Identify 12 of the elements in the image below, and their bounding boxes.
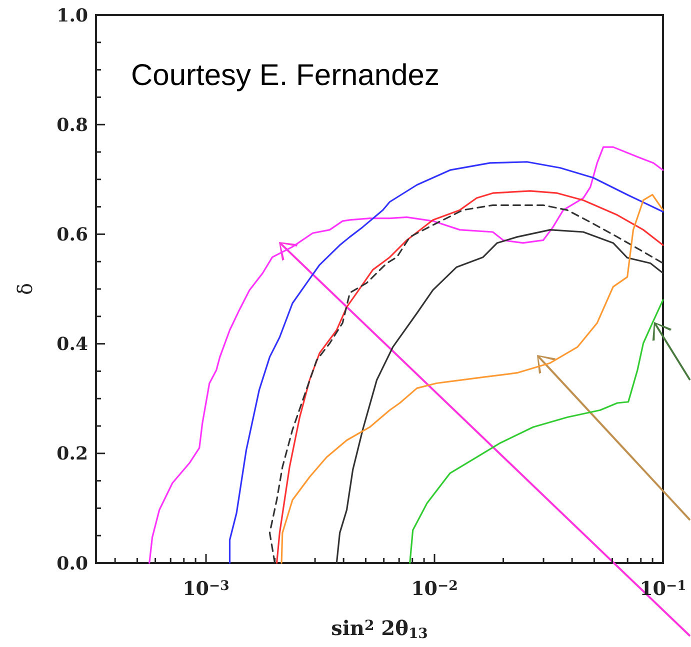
x-tick-label: 10$^{−2}$: [411, 578, 458, 600]
y-tick-label: 1.0: [56, 5, 88, 26]
y-tick-label: 0.4: [56, 334, 88, 356]
y-tick-label: 0.0: [56, 553, 88, 574]
y-tick-label: 0.8: [56, 114, 88, 136]
y-tick-label: 0.2: [56, 444, 88, 465]
x-axis-title: sin$^{2}$ 2θ$_{13}$: [331, 616, 428, 642]
y-axis-title: δ: [13, 282, 37, 296]
x-tick-label: 10$^{−3}$: [182, 578, 230, 600]
annotation: Courtesy E. Fernandez: [131, 59, 440, 92]
x-tick-label: 10$^{−1}$: [640, 578, 686, 600]
y-tick-label: 0.6: [56, 224, 88, 246]
